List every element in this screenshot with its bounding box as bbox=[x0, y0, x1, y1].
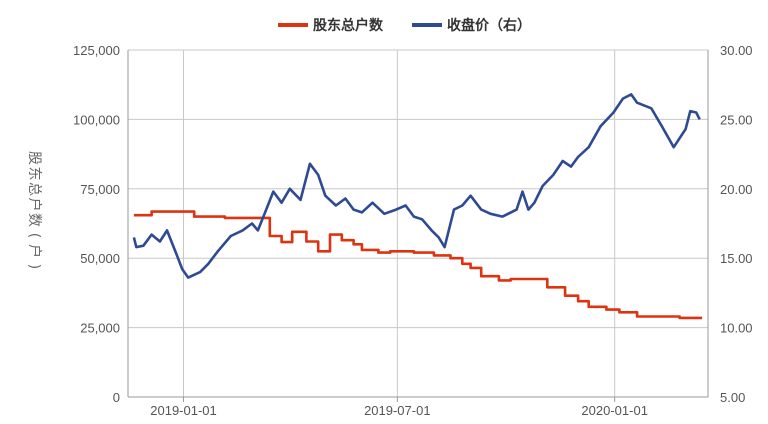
y-axis-title: 股东总户数(户) bbox=[26, 151, 43, 269]
y-axis-title-char: 股 bbox=[26, 151, 42, 165]
legend: 股东总户数 收盘价（右） bbox=[278, 17, 531, 34]
y2-tick-label: 15.00 bbox=[720, 251, 753, 266]
y-tick-label: 100,000 bbox=[73, 112, 120, 127]
grid-lines bbox=[128, 49, 708, 398]
y2-tick-label: 10.00 bbox=[720, 321, 753, 336]
y2-tick-label: 25.00 bbox=[720, 112, 753, 127]
legend-label-shareholders: 股东总户数 bbox=[313, 17, 384, 34]
y-tick-label: 75,000 bbox=[80, 182, 120, 197]
tick-labels: 0 25,000 50,000 75,000 100,000 125,000 5.00 10.… bbox=[73, 43, 753, 418]
series-line-close-price bbox=[132, 93, 701, 279]
y2-tick-label: 5.00 bbox=[720, 390, 745, 405]
y-tick-label: 50,000 bbox=[80, 251, 120, 266]
y-axis-title-char: 户 bbox=[26, 198, 43, 212]
y-tick-label: 25,000 bbox=[80, 321, 120, 336]
axes bbox=[127, 50, 709, 402]
y-axis-title-char: 户 bbox=[26, 244, 43, 258]
series-layer bbox=[132, 93, 703, 320]
y2-tick-label: 20.00 bbox=[720, 182, 753, 197]
y-axis-title-char: 东 bbox=[26, 167, 42, 181]
y-tick-label: 0 bbox=[113, 390, 120, 405]
y-axis-title-char: ( bbox=[26, 233, 42, 238]
y2-tick-label: 30.00 bbox=[720, 43, 753, 58]
x-tick-label: 2019-07-01 bbox=[364, 403, 431, 418]
x-tick-label: 2019-01-01 bbox=[150, 403, 217, 418]
x-tick-label: 2020-01-01 bbox=[581, 403, 648, 418]
y-axis-title-char: 数 bbox=[26, 213, 42, 227]
series-line-shareholders bbox=[133, 210, 703, 320]
legend-label-close-price: 收盘价（右） bbox=[447, 17, 531, 34]
y-tick-label: 125,000 bbox=[73, 43, 120, 58]
y-axis-title-char: ) bbox=[26, 264, 42, 269]
y-axis-title-char: 总 bbox=[26, 182, 42, 196]
